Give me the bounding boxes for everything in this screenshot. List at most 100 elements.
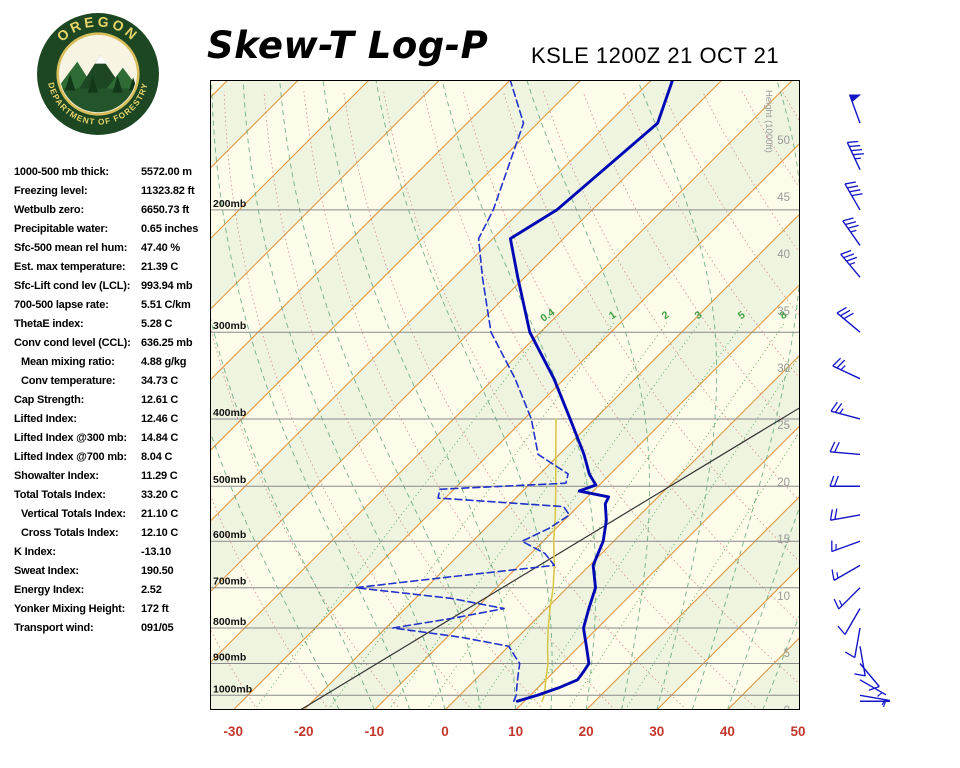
page-title: Skew-T Log-P — [207, 24, 489, 67]
index-value: 8.04 C — [141, 451, 173, 463]
logo-mountain-scene — [59, 55, 137, 113]
odf-logo: OREGON DEPARTMENT OF FORESTRY — [36, 12, 160, 136]
pressure-label: 600mb — [213, 529, 246, 541]
index-row: Vertical Totals Index: 21.10 C — [14, 508, 212, 527]
index-row: Est. max temperature: 21.39 C — [14, 261, 212, 280]
index-value: 0.65 inches — [141, 223, 199, 235]
index-row: Yonker Mixing Height: 172 ft — [14, 603, 212, 622]
index-label: Conv temperature: — [21, 375, 116, 387]
mixing-ratio-label: 5 — [736, 309, 748, 322]
index-value: 11.29 C — [141, 470, 178, 482]
temperature-axis: -30 -20 -10 0 10 20 30 40 50 — [210, 724, 830, 746]
index-row: Conv cond level (CCL): 636.25 mb — [14, 337, 212, 356]
index-value: 172 ft — [141, 603, 169, 615]
index-row: Showalter Index: 11.29 C — [14, 470, 212, 489]
isotherms — [210, 80, 800, 710]
reference-line — [299, 407, 800, 710]
index-label: Mean mixing ratio: — [21, 356, 115, 368]
index-label: Conv cond level (CCL): — [14, 337, 131, 349]
skewt-plot: 0.4 1 2 3 5 8200mb300mb400mb500mb600mb700mb80… — [210, 80, 800, 710]
station-datetime: KSLE 1200Z 21 OCT 21 — [531, 43, 780, 68]
index-label: Cap Strength: — [14, 394, 85, 406]
index-label: Sweat Index: — [14, 565, 79, 577]
index-row: 1000-500 mb thick: 5572.00 m — [14, 166, 212, 185]
mixing-ratio-label: 8 — [778, 309, 790, 322]
index-value: 2.52 — [141, 584, 162, 596]
height-tick: 30 — [777, 363, 790, 375]
index-row: K Index: -13.10 — [14, 546, 212, 565]
index-value: 21.10 C — [141, 508, 179, 520]
index-label: Precipitable water: — [14, 223, 109, 235]
height-axis: 50454035302520151050Height (1000ft) — [763, 90, 790, 710]
pressure-label: 500mb — [213, 474, 246, 486]
wind-barb-column — [812, 80, 922, 735]
index-label: Wetbulb zero: — [14, 204, 84, 216]
height-tick: 20 — [777, 477, 790, 489]
sounding-indices-panel: 1000-500 mb thick: 5572.00 m Freezing leve… — [14, 166, 212, 641]
height-tick: 10 — [777, 591, 790, 603]
index-label: 700-500 lapse rate: — [14, 299, 109, 311]
index-label: Lifted Index: — [14, 413, 77, 425]
index-row: 700-500 lapse rate: 5.51 C/km — [14, 299, 212, 318]
index-label: Sfc-500 mean rel hum: — [14, 242, 128, 254]
temp-axis-tick: 40 — [719, 724, 735, 739]
moist-adiabats — [210, 80, 800, 710]
index-row: Conv temperature: 34.73 C — [14, 375, 212, 394]
index-label: Freezing level: — [14, 185, 88, 197]
temp-axis-tick: 20 — [578, 724, 594, 739]
parcel-trace — [541, 418, 557, 703]
index-value: 190.50 — [141, 565, 174, 577]
index-label: K Index: — [14, 546, 56, 558]
index-value: 11323.82 ft — [141, 185, 195, 197]
index-label: 1000-500 mb thick: — [14, 166, 109, 178]
pressure-label: 900mb — [213, 652, 246, 664]
index-value: 47.40 % — [141, 242, 180, 254]
pressure-label: 800mb — [213, 616, 246, 628]
index-row: Precipitable water: 0.65 inches — [14, 223, 212, 242]
index-row: Wetbulb zero: 6650.73 ft — [14, 204, 212, 223]
temp-axis-tick: 30 — [649, 724, 665, 739]
pressure-label: 300mb — [213, 320, 246, 332]
index-row: Transport wind: 091/05 — [14, 622, 212, 641]
index-row: Sfc-500 mean rel hum: 47.40 % — [14, 242, 212, 261]
pressure-label: 1000mb — [213, 683, 252, 695]
pressure-label: 200mb — [213, 198, 246, 210]
mixing-ratio-label: 2 — [660, 309, 672, 322]
index-value: 12.61 C — [141, 394, 179, 406]
index-label: Cross Totals Index: — [21, 527, 119, 539]
skewt-diagram: 0.4 1 2 3 5 8 200mb 300mb 400mb 500mb 600mb 700mb 80… — [210, 80, 800, 710]
index-label: Sfc-Lift cond lev (LCL): — [14, 280, 131, 292]
index-value: 34.73 C — [141, 375, 179, 387]
mixing-ratio-lines: 0.4 1 2 3 5 8 — [254, 306, 800, 710]
index-value: 091/05 — [141, 622, 174, 634]
index-row: Total Totals Index: 33.20 C — [14, 489, 212, 508]
index-row: Freezing level: 11323.82 ft — [14, 185, 212, 204]
height-tick: 35 — [777, 306, 790, 318]
index-value: 5.51 C/km — [141, 299, 191, 311]
index-value: 21.39 C — [141, 261, 179, 273]
index-value: 12.46 C — [141, 413, 179, 425]
dry-adiabats — [210, 91, 800, 710]
index-value: -13.10 — [141, 546, 171, 558]
index-value: 4.88 g/kg — [141, 356, 187, 368]
index-label: Lifted Index @700 mb: — [14, 451, 127, 463]
mixing-ratio-label: 1 — [607, 309, 619, 322]
index-row: Cross Totals Index: 12.10 C — [14, 527, 212, 546]
mixing-ratio-label: 3 — [693, 309, 705, 322]
index-row: Lifted Index: 12.46 C — [14, 413, 212, 432]
index-value: 5572.00 m — [141, 166, 192, 178]
plot-frame — [210, 80, 800, 710]
index-row: Sfc-Lift cond lev (LCL): 993.94 mb — [14, 280, 212, 299]
temp-axis-tick: -30 — [223, 724, 243, 739]
index-label: Lifted Index @300 mb: — [14, 432, 127, 444]
wind-barbs-plot — [829, 94, 890, 708]
pressure-label: 700mb — [213, 576, 246, 588]
odf-logo-graphic: OREGON DEPARTMENT OF FORESTRY — [37, 13, 159, 135]
index-label: ThetaE index: — [14, 318, 84, 330]
index-row: Lifted Index @700 mb: 8.04 C — [14, 451, 212, 470]
index-row: Energy Index: 2.52 — [14, 584, 212, 603]
height-tick: 50 — [777, 135, 790, 147]
index-value: 12.10 C — [141, 527, 179, 539]
index-value: 993.94 mb — [141, 280, 193, 292]
index-row: Cap Strength: 12.61 C — [14, 394, 212, 413]
